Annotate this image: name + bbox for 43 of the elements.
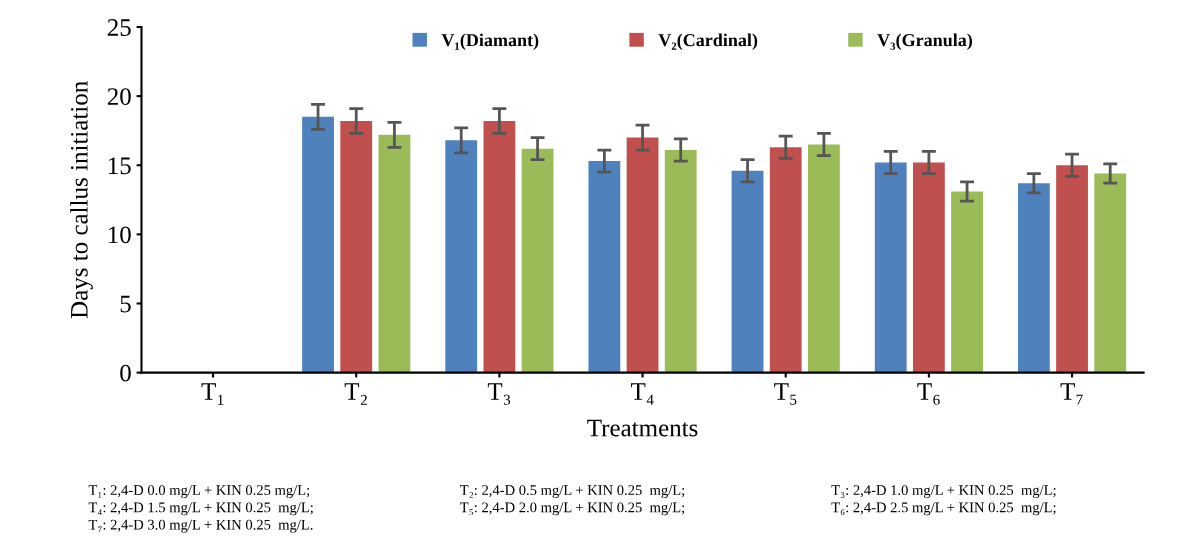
bar: [483, 121, 516, 373]
bar: [912, 162, 945, 373]
bar: [521, 148, 554, 373]
y-tick-label: 0: [120, 364, 131, 382]
x-tick-label: T₃: [487, 383, 511, 405]
y-tick-label: 5: [120, 295, 131, 313]
text: T₁: 2,4-D 0.0 mg/L + KIN 0.25 mg/L;: [88, 485, 310, 499]
bar: [731, 170, 764, 373]
x-tick-label: T₇: [1060, 383, 1083, 405]
y-axis-title: Days to callus initiation: [70, 81, 93, 319]
y-tick-label: 15: [108, 157, 131, 175]
bar: [445, 140, 478, 373]
y-tick-label: 25: [107, 19, 131, 36]
text: T₆: 2,4-D 2.5 mg/L + KIN 0.25 mg/L;: [831, 502, 1056, 516]
text: T₃: 2,4-D 1.0 mg/L + KIN 0.25 mg/L;: [831, 485, 1056, 499]
x-tick-label: T₅: [774, 383, 797, 405]
bar: [769, 147, 802, 373]
text: T₂: 2,4-D 0.5 mg/L + KIN 0.25 mg/L;: [460, 485, 685, 499]
bar: [588, 161, 621, 373]
bar: [951, 191, 983, 373]
y-tick-label: 20: [107, 88, 131, 106]
bar: [664, 150, 697, 373]
bar: [874, 162, 907, 373]
text: T₅: 2,4-D 2.0 mg/L + KIN 0.25 mg/L;: [460, 502, 685, 516]
x-tick-label: T₂: [344, 383, 367, 405]
x-tick-label: T₆: [917, 383, 940, 405]
legend-label: V₃(Granula): [877, 33, 973, 50]
legend-label: V₂(Cardinal): [658, 33, 758, 50]
y-tick-label: 10: [108, 226, 131, 244]
bar: [1094, 173, 1127, 373]
x-tick-label: T₁: [201, 383, 224, 405]
bar: [302, 116, 334, 373]
bar: [1056, 165, 1088, 373]
bar: [626, 137, 659, 373]
legend-label: V₁(Diamant): [441, 33, 539, 50]
bar: [378, 134, 411, 373]
text: T₇: 2,4-D 3.0 mg/L + KIN 0.25 mg/L.: [88, 519, 313, 533]
bar: [340, 121, 373, 373]
x-tick-label: T₄: [631, 383, 654, 405]
bar: [807, 144, 840, 373]
bar: [1017, 183, 1050, 373]
text: T₄: 2,4-D 1.5 mg/L + KIN 0.25 mg/L;: [88, 502, 313, 516]
x-axis-title: Treatments: [587, 419, 698, 437]
